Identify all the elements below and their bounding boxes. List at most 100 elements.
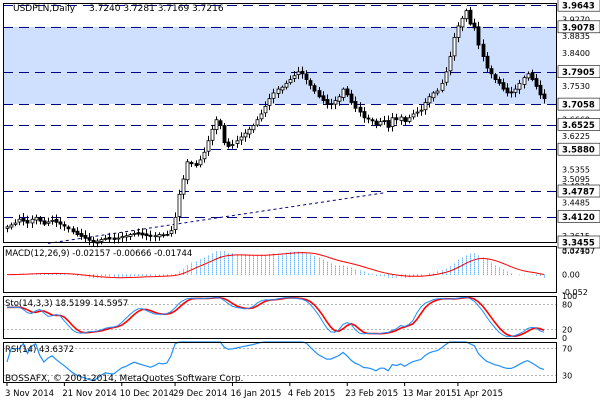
candle-body	[79, 233, 84, 237]
candle-body	[71, 228, 76, 233]
price-tick-label: 3.5095	[562, 175, 590, 184]
candle-body	[501, 82, 506, 90]
candle-body	[378, 121, 383, 126]
macd-signal-line	[7, 252, 545, 279]
candle-body	[214, 119, 219, 131]
candle-body	[333, 100, 338, 105]
x-tick-label: 21 Nov 2014	[62, 389, 116, 399]
candle-body	[116, 237, 121, 240]
candle-body	[17, 218, 22, 223]
price-tick-label: 3.8835	[562, 32, 590, 41]
chart-header-ohlc: 3.7240 3.7281 3.7169 3.7216	[89, 4, 224, 14]
candle-body	[75, 230, 80, 235]
trendline	[47, 192, 385, 244]
candle-body	[403, 117, 408, 123]
candle-body	[288, 79, 293, 84]
x-tick-label: 10 Dec 2014	[120, 389, 174, 399]
candle-body	[13, 222, 18, 225]
price-tick-label: 3.5355	[562, 165, 590, 174]
stochastic-tick-label: 80	[562, 300, 572, 309]
macd-tick-label: -0.052	[562, 288, 588, 297]
candle-body	[386, 120, 391, 128]
candle-body	[493, 74, 498, 80]
level-label-box	[557, 235, 600, 249]
x-tick-label: 13 Mar 2015	[403, 389, 457, 399]
candle-body	[444, 71, 449, 83]
candle-body	[517, 82, 522, 90]
candle-body	[345, 88, 350, 96]
price-tick-label: 3.3245	[562, 246, 590, 255]
pane-frame	[3, 3, 557, 243]
stochastic-tick-label: 20	[562, 326, 572, 335]
candle-body	[292, 75, 297, 79]
candle-body	[226, 141, 231, 147]
candle-body	[259, 113, 264, 120]
candle-body	[239, 136, 244, 141]
pane-frame	[3, 342, 557, 383]
candle-body	[534, 78, 539, 87]
rsi-tick-label: 30	[562, 371, 572, 380]
candle-body	[50, 219, 55, 222]
stochastic-tick-label: 0	[562, 334, 567, 343]
candle-body	[284, 82, 289, 88]
stochastic-tick-label: 100	[562, 292, 577, 301]
candle-body	[267, 98, 272, 106]
macd-tick-label: 0.00	[562, 271, 580, 280]
candle-body	[87, 237, 92, 241]
copyright-text: BOSSAFX, © 2001-2014, MetaQuotes Softwar…	[5, 374, 243, 384]
candle-body	[317, 90, 322, 98]
candle-body	[189, 162, 194, 165]
candle-body	[25, 219, 30, 224]
level-label-box	[557, 65, 600, 78]
candle-body	[394, 117, 399, 121]
rsi-tick-label: 70	[562, 345, 572, 354]
candle-body	[83, 234, 88, 239]
candle-body	[472, 22, 477, 29]
candle-body	[440, 82, 445, 91]
candle-body	[513, 88, 518, 93]
candle-body	[58, 221, 63, 225]
candle-body	[30, 218, 35, 224]
candle-body	[21, 217, 26, 222]
stochastic-label: Sto(14,3,3) 18.5199 14.5957	[5, 299, 128, 309]
candle-body	[157, 234, 162, 238]
candle-body	[485, 55, 490, 69]
candle-body	[435, 90, 440, 94]
candle-body	[235, 140, 240, 144]
candle-body	[9, 224, 14, 228]
candle-body	[107, 236, 112, 240]
candle-body	[99, 239, 104, 242]
stochastic-main-line	[6, 296, 545, 338]
candle-body	[230, 144, 235, 147]
candle-body	[337, 96, 342, 102]
candle-body	[349, 93, 354, 103]
price-tick-label: 3.8400	[562, 49, 590, 58]
level-label: 3.9078	[562, 23, 595, 33]
candle-body	[530, 72, 535, 80]
candle-body	[120, 236, 125, 239]
candle-body	[300, 70, 305, 75]
candle-body	[374, 120, 379, 126]
candle-body	[366, 117, 371, 120]
candle-body	[325, 99, 330, 105]
candle-body	[202, 151, 207, 160]
x-tick-label: 16 Jan 2015	[230, 389, 281, 399]
candle-body	[140, 232, 145, 236]
candle-body	[210, 128, 215, 141]
candle-body	[489, 68, 494, 75]
candle-body	[358, 106, 363, 113]
candle-body	[321, 95, 326, 101]
chart-header-symbol: USDPLN,Daily	[13, 4, 76, 14]
candle-body	[38, 217, 43, 222]
candle-body	[468, 9, 473, 25]
candle-body	[173, 216, 178, 230]
candle-body	[329, 103, 334, 105]
candle-body	[165, 233, 170, 236]
candle-body	[497, 79, 502, 84]
level-label: 3.6525	[562, 121, 595, 131]
level-label-box	[557, 0, 600, 12]
candle-body	[128, 234, 133, 237]
candle-body	[112, 237, 117, 240]
